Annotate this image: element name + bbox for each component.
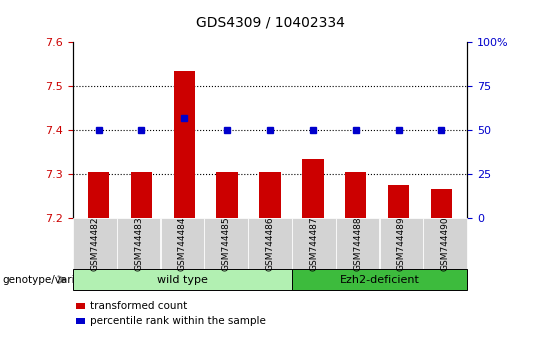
Text: wild type: wild type xyxy=(157,275,208,285)
Bar xyxy=(302,159,323,218)
Text: GDS4309 / 10402334: GDS4309 / 10402334 xyxy=(195,16,345,30)
Bar xyxy=(217,172,238,218)
Text: GSM744485: GSM744485 xyxy=(222,216,231,271)
Text: GSM744489: GSM744489 xyxy=(397,216,406,271)
Text: GSM744484: GSM744484 xyxy=(178,216,187,270)
Text: GSM744486: GSM744486 xyxy=(266,216,274,271)
Bar xyxy=(345,172,367,218)
Text: GSM744482: GSM744482 xyxy=(90,216,99,270)
Text: GSM744487: GSM744487 xyxy=(309,216,318,271)
Text: GSM744488: GSM744488 xyxy=(353,216,362,271)
Text: percentile rank within the sample: percentile rank within the sample xyxy=(90,316,266,326)
Bar xyxy=(259,172,281,218)
Text: GSM744483: GSM744483 xyxy=(134,216,143,271)
Bar xyxy=(173,71,195,218)
Bar xyxy=(88,172,109,218)
Bar xyxy=(431,189,452,218)
Text: transformed count: transformed count xyxy=(90,301,187,311)
Text: genotype/variation: genotype/variation xyxy=(3,275,102,285)
Text: GSM744490: GSM744490 xyxy=(441,216,450,271)
Text: Ezh2-deficient: Ezh2-deficient xyxy=(340,275,420,285)
Bar xyxy=(131,172,152,218)
Bar xyxy=(388,185,409,218)
